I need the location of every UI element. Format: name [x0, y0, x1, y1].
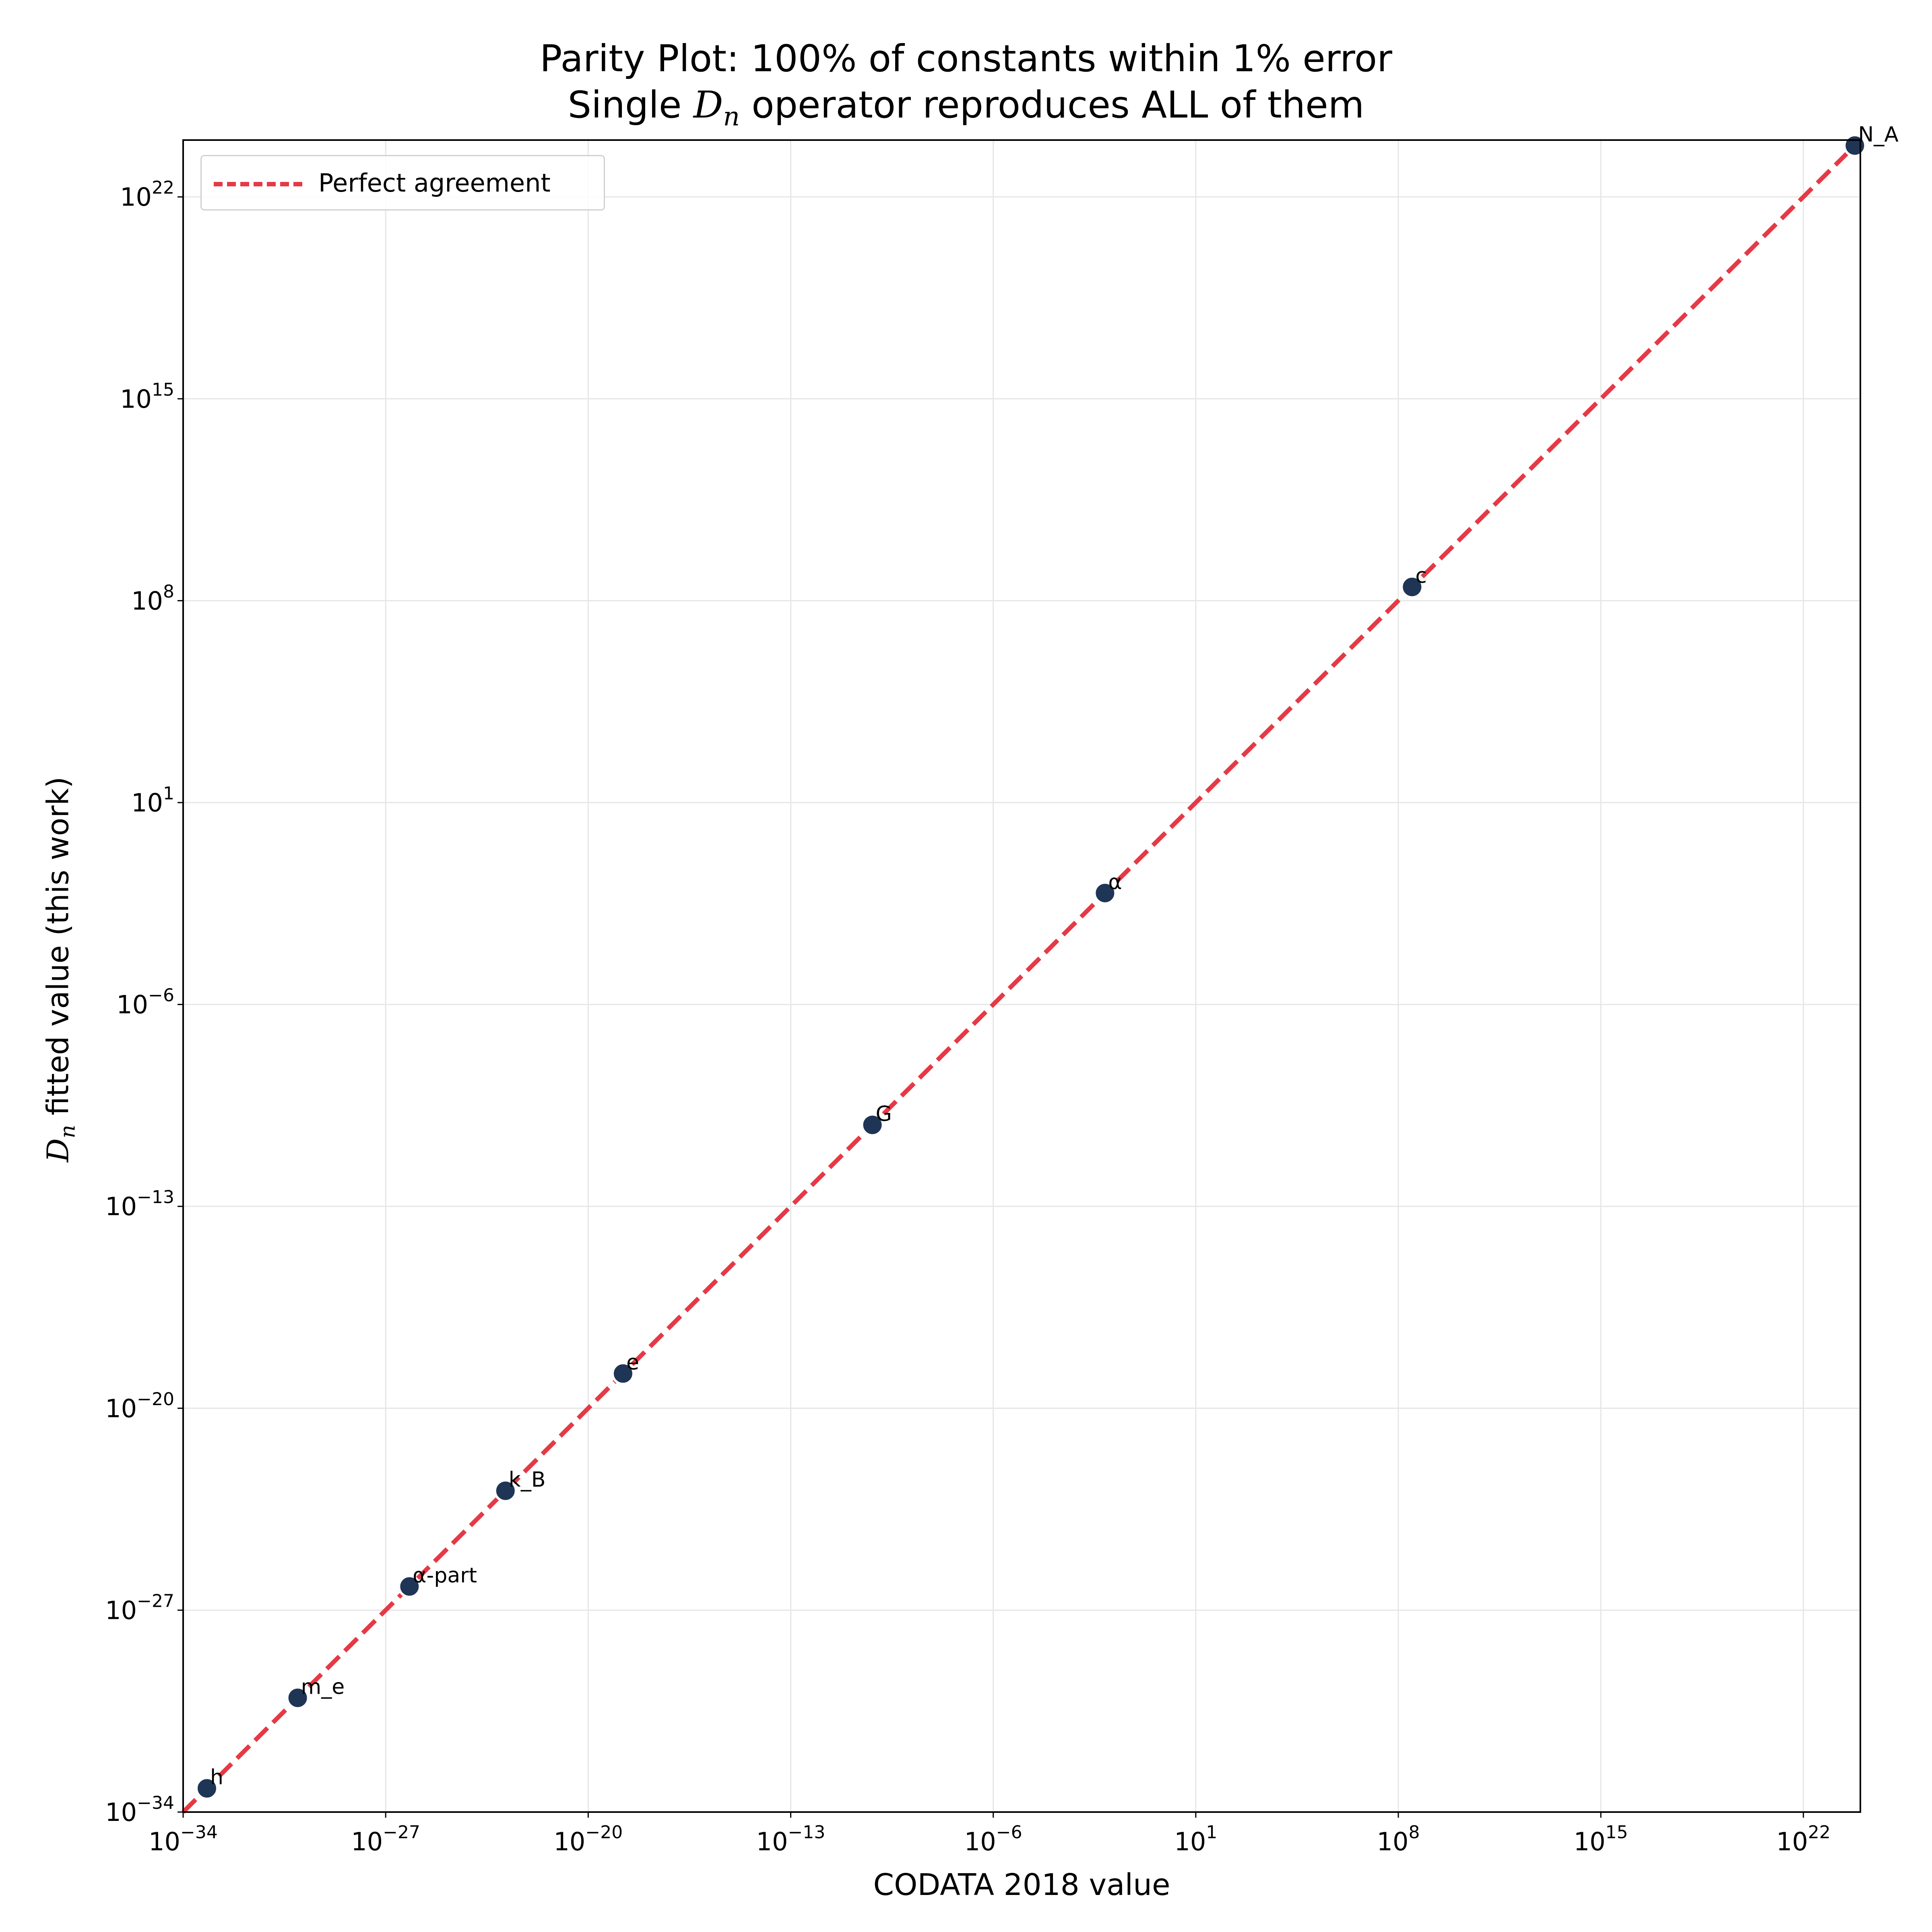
data-point — [861, 1113, 884, 1137]
parity-line — [182, 138, 1862, 1814]
y-tick-label: 10−27 — [105, 1591, 174, 1625]
title-prefix: Single — [568, 83, 694, 126]
y-tick-label: 10−13 — [105, 1187, 174, 1221]
y-tick-label: 10−34 — [105, 1793, 174, 1827]
legend-label: Perfect agreement — [318, 168, 551, 198]
x-tick-label: 10−20 — [553, 1822, 623, 1856]
x-tick-label: 1015 — [1574, 1822, 1628, 1856]
y-axis-label: Dn fitted value (this work) — [41, 104, 80, 1835]
data-point — [493, 1479, 517, 1503]
point-label: m_e — [301, 1675, 345, 1699]
x-tick-label: 10−27 — [351, 1822, 420, 1856]
point-label: h — [210, 1765, 223, 1790]
point-label: N_A — [1858, 123, 1899, 147]
title-suffix: operator reproduces ALL of them — [739, 83, 1364, 126]
data-point — [1400, 575, 1424, 599]
y-tick-label: 10−6 — [116, 985, 174, 1020]
point-label: α — [1108, 870, 1122, 894]
ylabel-text: fitted value (this work) — [41, 776, 76, 1125]
x-tick-label: 1022 — [1776, 1822, 1831, 1856]
x-tick-label: 101 — [1174, 1822, 1217, 1856]
ylabel-math-sub: n — [56, 1125, 80, 1139]
legend: Perfect agreement — [200, 155, 605, 211]
title-math-base: D — [693, 83, 723, 126]
point-label: α-part — [413, 1563, 477, 1587]
y-tick-label: 101 — [131, 783, 174, 817]
title-math-sub: n — [723, 101, 740, 132]
ylabel-math: Dn — [41, 1125, 80, 1162]
title-math: Dn — [693, 83, 740, 130]
point-label: c — [1415, 564, 1427, 588]
ylabel-math-base: D — [41, 1138, 76, 1162]
x-axis-label: CODATA 2018 value — [873, 1868, 1170, 1902]
chart-title-line2: Single Dn operator reproduces ALL of the… — [0, 87, 1932, 130]
y-tick-label: 10−20 — [105, 1389, 174, 1423]
data-point — [398, 1575, 421, 1598]
y-tick-label: 1022 — [120, 178, 174, 212]
legend-dashed-line-icon — [214, 182, 302, 186]
data-point — [286, 1686, 310, 1710]
x-tick-label: 10−34 — [149, 1822, 218, 1856]
y-tick-label: 108 — [131, 581, 174, 615]
x-tick-label: 10−13 — [756, 1822, 826, 1856]
data-point — [195, 1777, 219, 1800]
chart-title-line1: Parity Plot: 100% of constants within 1%… — [539, 37, 1393, 80]
axes-frame — [182, 139, 1861, 1813]
point-label: k_B — [509, 1468, 546, 1492]
y-tick-label: 1015 — [120, 380, 174, 414]
point-label: e — [626, 1350, 639, 1375]
data-point — [1093, 881, 1117, 905]
data-point — [611, 1362, 635, 1385]
x-tick-label: 10−6 — [964, 1822, 1022, 1856]
point-label: G — [876, 1102, 892, 1126]
x-tick-label: 108 — [1377, 1822, 1420, 1856]
